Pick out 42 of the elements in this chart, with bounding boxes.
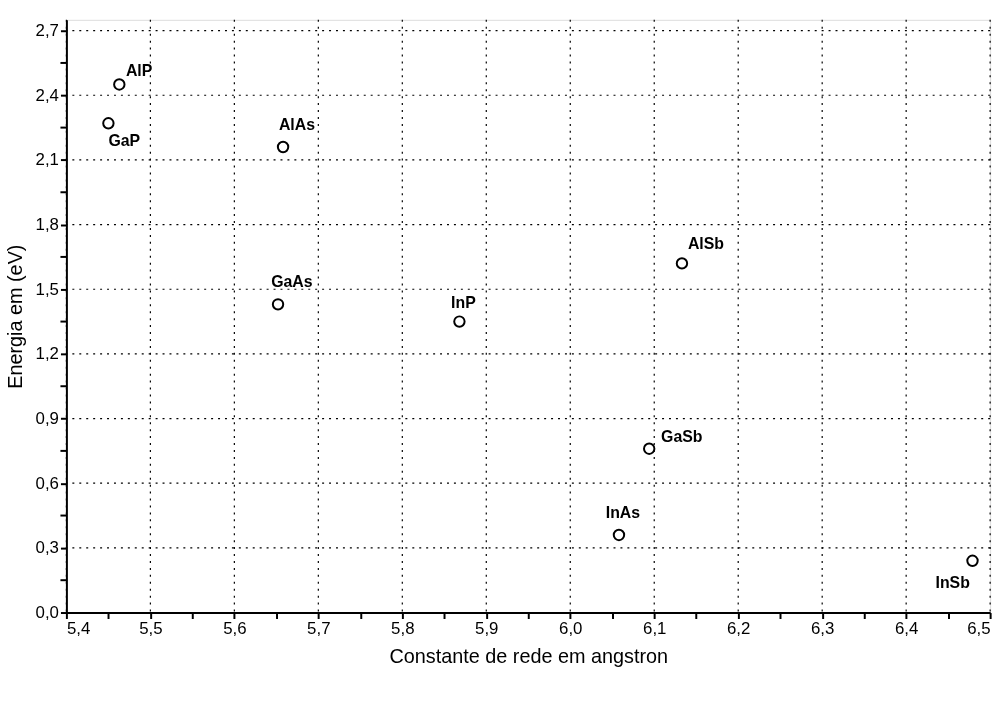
annotation: AlAs bbox=[278, 116, 316, 134]
x-tick-label: 5,9 bbox=[475, 618, 499, 638]
annotation: AlSb bbox=[687, 234, 725, 252]
point bbox=[966, 554, 979, 567]
annotation: InP bbox=[451, 293, 477, 311]
point bbox=[271, 298, 285, 311]
point bbox=[675, 257, 689, 270]
y-axis-title: Energia em (eV) bbox=[3, 244, 26, 389]
annotation: GaAs bbox=[271, 273, 313, 291]
y-tick-label: 2,4 bbox=[35, 85, 59, 105]
x-tick-label: 5,8 bbox=[391, 618, 415, 638]
x-tick-label: 6,4 bbox=[894, 618, 919, 638]
y-tick-label: 1,2 bbox=[35, 344, 59, 364]
x-axis-title: Constante de rede em angstron bbox=[389, 644, 669, 667]
point bbox=[612, 528, 626, 542]
x-tick-label: 6,5 bbox=[967, 618, 991, 638]
x-tick-label: 5,6 bbox=[223, 618, 247, 638]
y-tick-label: 1,8 bbox=[35, 215, 59, 235]
x-tick-label: 6,0 bbox=[559, 618, 583, 638]
y-tick-label: 0,6 bbox=[35, 473, 59, 493]
point bbox=[102, 117, 115, 130]
x-tick-label: 5,5 bbox=[139, 618, 163, 638]
y-tick-label: 0,9 bbox=[35, 409, 59, 429]
y-tick-label: 2,7 bbox=[35, 21, 59, 41]
annotation: AlP bbox=[125, 61, 153, 79]
annotation: InAs bbox=[605, 504, 641, 522]
annotation: GaP bbox=[108, 132, 141, 150]
x-tick-label: 6,1 bbox=[643, 618, 667, 638]
x-tick-label: 5,4 bbox=[66, 618, 91, 638]
annotation: InSb bbox=[935, 573, 971, 591]
y-tick-label: 2,1 bbox=[35, 150, 59, 170]
point bbox=[643, 442, 656, 455]
point bbox=[113, 78, 126, 91]
x-tick-label: 6,3 bbox=[810, 618, 835, 638]
y-tick-label: 0,0 bbox=[35, 602, 59, 622]
annotation: GaSb bbox=[661, 427, 703, 445]
point bbox=[276, 140, 290, 154]
point bbox=[453, 315, 466, 328]
x-tick-label: 6,2 bbox=[727, 618, 751, 638]
x-tick-label: 5,7 bbox=[307, 618, 331, 638]
y-tick-label: 0,3 bbox=[35, 538, 59, 558]
y-tick-label: 1,5 bbox=[35, 279, 59, 299]
